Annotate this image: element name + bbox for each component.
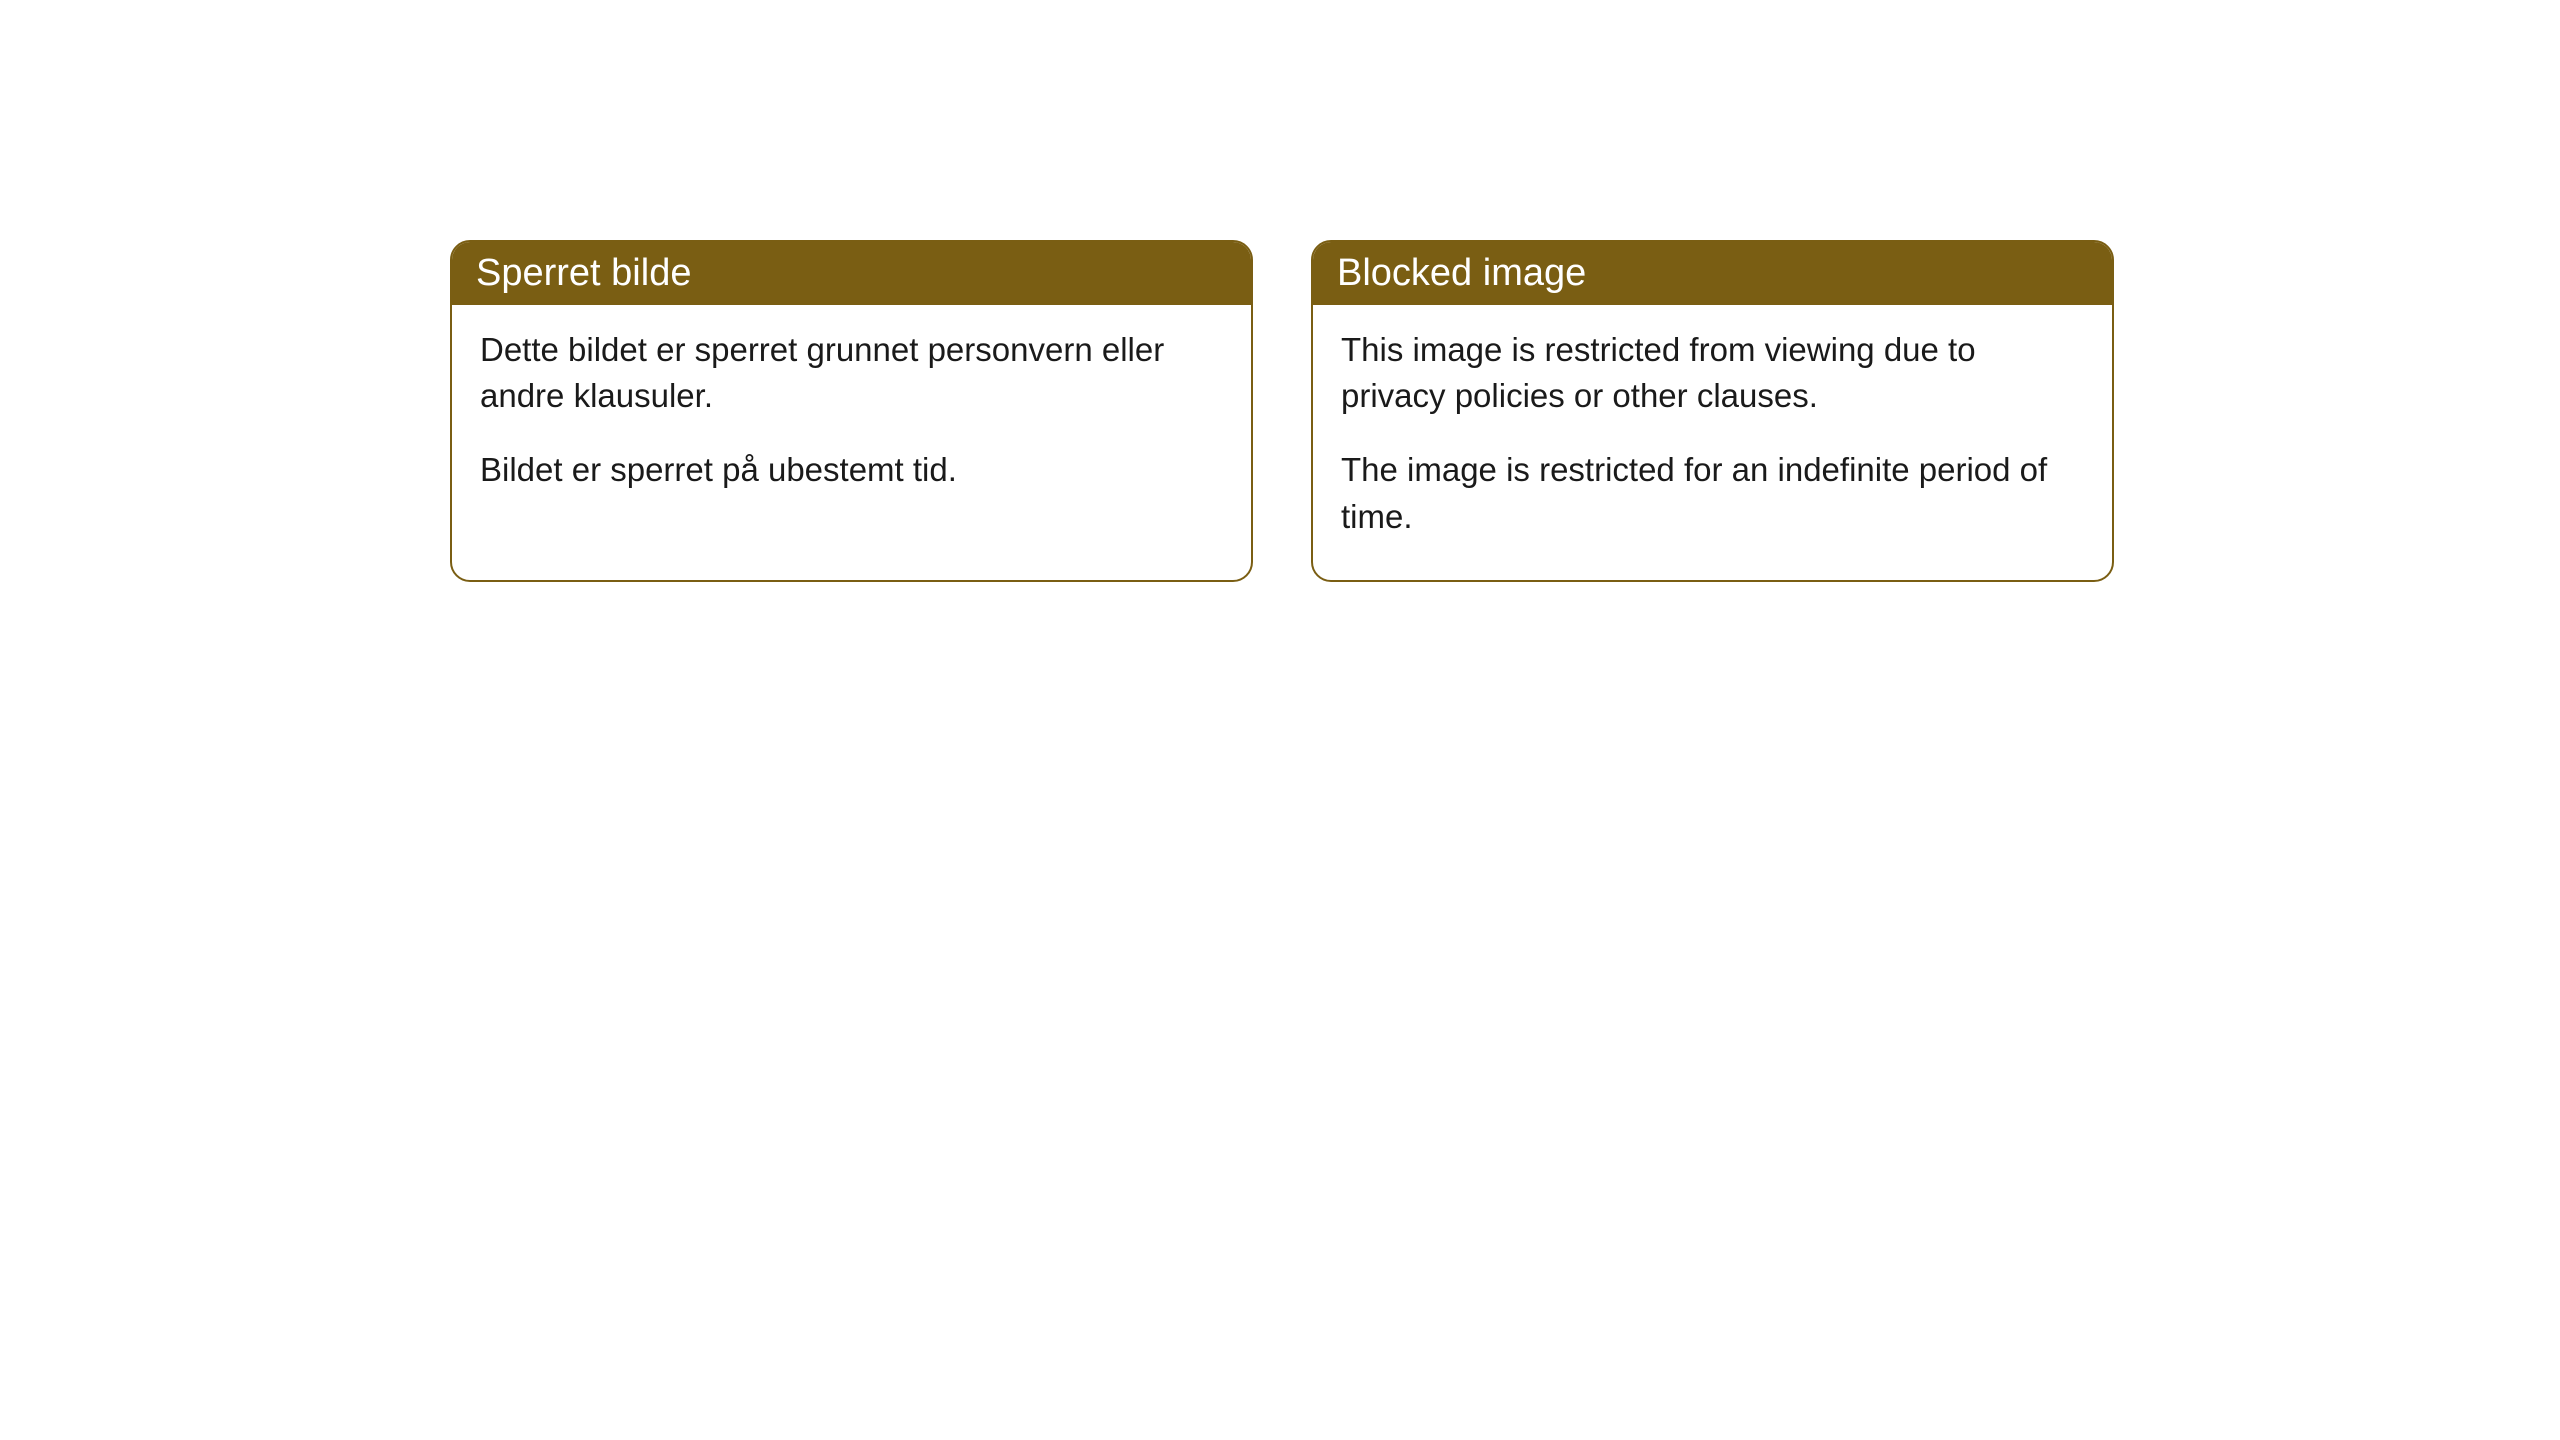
card-paragraph: This image is restricted from viewing du… — [1341, 327, 2084, 419]
card-title: Sperret bilde — [476, 252, 691, 294]
blocked-image-card-no: Sperret bilde Dette bildet er sperret gr… — [450, 240, 1253, 582]
card-title: Blocked image — [1337, 252, 1586, 294]
blocked-image-card-en: Blocked image This image is restricted f… — [1311, 240, 2114, 582]
card-body: This image is restricted from viewing du… — [1313, 305, 2112, 580]
card-paragraph: Dette bildet er sperret grunnet personve… — [480, 327, 1223, 419]
card-header: Blocked image — [1313, 242, 2112, 305]
card-paragraph: Bildet er sperret på ubestemt tid. — [480, 447, 1223, 493]
card-paragraph: The image is restricted for an indefinit… — [1341, 447, 2084, 539]
card-header: Sperret bilde — [452, 242, 1251, 305]
notice-cards-container: Sperret bilde Dette bildet er sperret gr… — [450, 240, 2114, 582]
card-body: Dette bildet er sperret grunnet personve… — [452, 305, 1251, 534]
